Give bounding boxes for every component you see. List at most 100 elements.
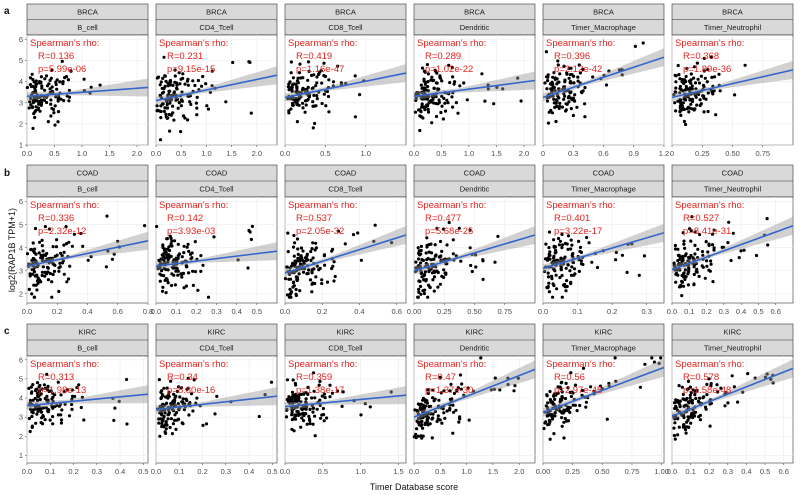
data-point (433, 243, 437, 247)
data-point (169, 243, 173, 247)
data-point (466, 386, 470, 390)
data-point (164, 420, 168, 424)
data-point (297, 272, 301, 276)
data-point (171, 104, 175, 108)
data-point (314, 84, 318, 88)
data-point (564, 381, 568, 385)
spearman-r-value: R=0.289 (425, 51, 461, 62)
data-point (306, 78, 310, 82)
data-point (309, 249, 313, 254)
data-point (300, 416, 304, 420)
data-point (301, 392, 305, 396)
data-point (572, 267, 577, 271)
data-point (686, 87, 690, 91)
data-point (578, 403, 582, 408)
data-point (448, 81, 452, 85)
data-point (702, 96, 706, 100)
data-point (690, 215, 694, 219)
data-point (34, 79, 38, 83)
data-point (340, 82, 344, 86)
data-point (35, 406, 39, 410)
x-tick-label: 0.5 (436, 149, 446, 158)
data-point (554, 101, 558, 105)
data-point (163, 106, 167, 110)
regression-line (542, 366, 665, 414)
data-point (112, 418, 116, 422)
data-point (479, 356, 483, 360)
data-point (708, 402, 712, 406)
data-point (679, 98, 683, 102)
data-point (686, 400, 691, 404)
data-point (458, 417, 462, 421)
data-point (710, 232, 715, 236)
data-point (569, 238, 573, 242)
data-point (726, 241, 730, 245)
data-point (305, 422, 309, 426)
data-point (556, 385, 560, 389)
data-point (172, 239, 177, 243)
data-point (432, 86, 436, 90)
data-point (311, 256, 315, 260)
data-point (313, 281, 317, 286)
data-point (172, 400, 176, 404)
data-point (545, 99, 550, 103)
data-point (676, 263, 680, 267)
data-point (425, 262, 429, 266)
data-point (547, 281, 551, 285)
data-point (570, 243, 574, 247)
spearman-r-value: R=0.401 (554, 213, 590, 224)
data-point (359, 413, 363, 417)
data-point (40, 84, 44, 88)
data-point (303, 88, 307, 92)
data-point (162, 109, 166, 113)
data-point (681, 425, 686, 429)
data-point (707, 243, 711, 247)
data-point (39, 392, 43, 396)
data-point (675, 408, 680, 412)
spearman-r-value: R=0.419 (296, 51, 332, 62)
x-tick-label: 0.50 (725, 149, 740, 158)
data-point (765, 217, 769, 221)
spearman-r-value: R=0.537 (296, 213, 332, 224)
data-point (40, 244, 44, 248)
data-point (440, 249, 444, 253)
x-tick-label: 0.5 (320, 149, 330, 158)
data-point (51, 422, 55, 426)
data-point (440, 274, 444, 278)
data-point (50, 280, 54, 284)
data-point (678, 77, 682, 81)
data-point (187, 413, 191, 417)
data-point (680, 280, 685, 284)
data-point (583, 102, 587, 106)
data-point (30, 424, 34, 428)
spearman-r-value: R=0.396 (554, 51, 590, 62)
data-point (712, 228, 716, 232)
data-point (689, 391, 693, 395)
data-point (695, 270, 699, 274)
data-point (549, 108, 553, 112)
data-point (38, 383, 42, 387)
x-tick-label: 0.1 (684, 307, 694, 316)
data-point (112, 252, 116, 256)
data-point (680, 413, 684, 417)
data-point (437, 98, 441, 102)
data-point (554, 119, 558, 124)
data-point (56, 110, 61, 114)
data-point (57, 404, 61, 408)
spearman-p-value: p=1.89e-36 (683, 64, 731, 75)
data-point (687, 266, 691, 270)
data-point (28, 407, 32, 411)
data-point (682, 423, 686, 427)
data-point (38, 397, 42, 402)
data-point (456, 111, 460, 115)
data-point (604, 83, 609, 87)
data-point (688, 98, 692, 102)
strip-cell-label: Dendritic (460, 23, 490, 32)
data-point (173, 413, 177, 417)
data-point (356, 231, 360, 235)
data-point (33, 247, 37, 251)
data-point (30, 390, 34, 394)
data-point (336, 64, 340, 68)
x-tick-label: 0.1 (685, 467, 695, 476)
